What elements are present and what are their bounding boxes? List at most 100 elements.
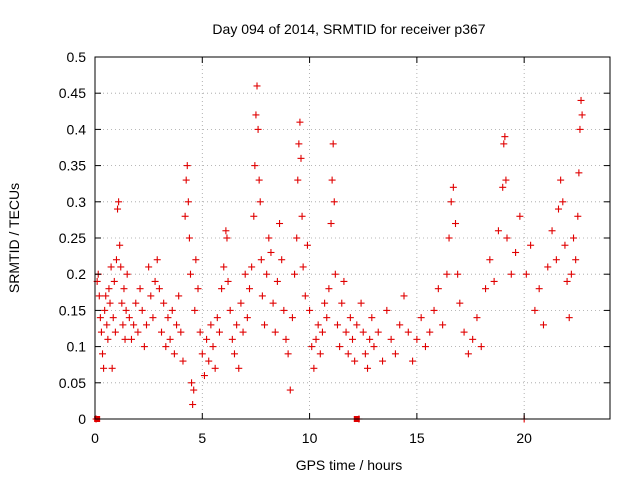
data-point	[158, 328, 166, 336]
data-point	[490, 277, 498, 285]
data-point	[383, 306, 391, 314]
data-point	[127, 335, 135, 343]
data-point	[100, 364, 108, 372]
data-point	[387, 335, 395, 343]
data-point	[105, 285, 113, 293]
data-point	[293, 234, 301, 242]
axis-ticks	[94, 56, 610, 420]
data-point	[294, 176, 302, 184]
data-point	[445, 234, 453, 242]
data-point	[439, 321, 447, 329]
data-point	[191, 306, 199, 314]
data-point	[346, 314, 354, 322]
x-axis-label: GPS time / hours	[296, 457, 403, 473]
data-point	[409, 357, 417, 365]
data-point	[138, 306, 146, 314]
data-point	[454, 270, 462, 278]
data-point	[303, 241, 311, 249]
data-point	[328, 176, 336, 184]
data-point	[282, 335, 290, 343]
data-point	[578, 111, 586, 119]
data-point	[364, 364, 372, 372]
data-point	[499, 183, 507, 191]
data-point	[464, 350, 472, 358]
y-tick-label: 0.4	[67, 121, 87, 137]
data-point	[374, 328, 382, 336]
data-point	[230, 350, 238, 358]
data-point	[162, 343, 170, 351]
data-point	[512, 248, 520, 256]
data-point	[241, 270, 249, 278]
y-tick-label: 0.15	[59, 302, 86, 318]
data-point	[325, 285, 333, 293]
data-point	[186, 270, 194, 278]
data-point	[563, 277, 571, 285]
data-point	[331, 270, 339, 278]
data-point	[306, 306, 314, 314]
data-point	[182, 176, 190, 184]
data-point	[220, 263, 228, 271]
data-point	[224, 277, 232, 285]
data-point	[330, 198, 338, 206]
y-axis-label: SRMTID / TECUs	[6, 183, 22, 293]
data-point	[449, 183, 457, 191]
y-tick-label: 0	[78, 411, 86, 427]
data-point	[494, 227, 502, 235]
data-point	[110, 277, 118, 285]
data-point	[329, 140, 337, 148]
data-point	[151, 277, 159, 285]
y-tick-label: 0.05	[59, 375, 86, 391]
data-point	[531, 306, 539, 314]
data-point	[194, 285, 202, 293]
data-point	[323, 314, 331, 322]
data-point	[379, 357, 387, 365]
data-point	[147, 292, 155, 300]
data-point	[203, 335, 211, 343]
data-point	[273, 277, 281, 285]
data-point	[368, 314, 376, 322]
data-point	[97, 328, 105, 336]
data-point	[181, 212, 189, 220]
data-point	[243, 314, 251, 322]
data-point	[522, 270, 530, 278]
grid-lines	[95, 57, 610, 419]
data-point	[145, 263, 153, 271]
data-point	[366, 335, 374, 343]
data-point	[196, 328, 204, 336]
y-tick-label: 0.25	[59, 230, 86, 246]
data-point	[544, 263, 552, 271]
data-point	[555, 205, 562, 213]
data-point	[557, 176, 565, 184]
data-point	[153, 256, 161, 264]
data-point	[228, 335, 236, 343]
data-point	[572, 256, 580, 264]
data-point	[312, 335, 320, 343]
data-point	[575, 169, 583, 177]
data-point	[117, 263, 125, 271]
data-point	[134, 328, 142, 336]
data-point	[179, 357, 187, 365]
data-point	[482, 285, 490, 293]
data-point	[170, 350, 178, 358]
data-point	[254, 125, 262, 133]
data-point	[125, 314, 133, 322]
data-point	[318, 328, 326, 336]
data-point	[198, 350, 206, 358]
x-tick-label: 0	[91, 430, 99, 446]
data-point	[473, 314, 481, 322]
data-point	[108, 364, 116, 372]
y-tick-label: 0.45	[59, 85, 86, 101]
data-point	[109, 314, 117, 322]
data-point	[336, 343, 344, 351]
data-point	[278, 256, 286, 264]
data-point	[314, 321, 322, 329]
y-tick-label: 0.3	[67, 194, 87, 210]
data-point	[552, 256, 560, 264]
data-point	[353, 321, 361, 329]
data-point	[310, 364, 318, 372]
data-point	[251, 162, 259, 170]
data-point	[252, 111, 260, 119]
data-point	[447, 198, 455, 206]
data-point	[226, 306, 234, 314]
